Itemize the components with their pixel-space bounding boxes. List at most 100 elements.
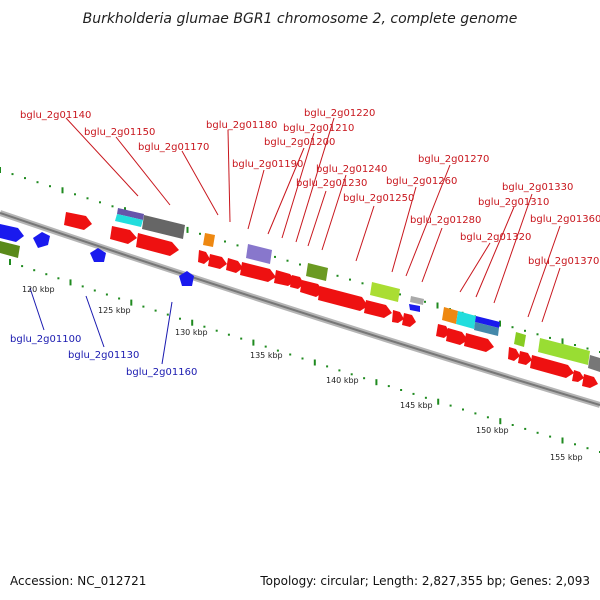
block-purple-1 — [117, 208, 144, 220]
gene-bglu-2g01280-rev — [409, 304, 420, 312]
block-lime-2 — [514, 332, 526, 347]
scale-label-120kbp: 120 kbp — [22, 285, 55, 294]
block-lavender-1 — [246, 244, 272, 264]
gene-reverse-small-1 — [33, 232, 50, 248]
major-tick — [436, 302, 439, 309]
major-tick — [561, 437, 564, 444]
scale-label-140kbp: 140 kbp — [326, 376, 359, 385]
minor-tick — [326, 365, 329, 368]
block-orange-1 — [203, 233, 215, 247]
minor-tick — [142, 305, 145, 308]
minor-tick — [524, 427, 527, 430]
accession-text: Accession: NC_012721 — [10, 574, 147, 588]
minor-tick — [536, 333, 539, 336]
gene-bglu-2g01320 — [464, 333, 494, 352]
minor-tick — [549, 336, 551, 339]
minor-tick — [363, 377, 366, 380]
minor-tick — [81, 285, 84, 288]
label-bglu-2g01140: bglu_2g01140 — [20, 110, 91, 121]
map-title: Burkholderia glumae BGR1 chromosome 2, c… — [83, 11, 518, 27]
minor-tick — [586, 447, 589, 450]
gene-bglu-2g01160 — [179, 271, 194, 286]
major-tick — [375, 379, 378, 386]
gene-bglu-2g01200 — [240, 262, 276, 282]
minor-tick — [387, 385, 390, 388]
label-bglu-2g01240: bglu_2g01240 — [316, 164, 387, 175]
label-bglu-2g01330: bglu_2g01330 — [502, 182, 573, 193]
reverse-label-leaders — [29, 287, 173, 365]
scale-label-125kbp: 125 kbp — [98, 306, 131, 315]
label-bglu-2g01210: bglu_2g01210 — [283, 123, 354, 134]
gene-bglu-2g01180 — [198, 250, 210, 264]
minor-tick — [215, 329, 218, 332]
gene-bglu-2g01230 — [300, 280, 324, 297]
minor-tick — [154, 309, 157, 312]
gene-bglu-2g01190 — [226, 258, 243, 273]
label-bglu-2g01130: bglu_2g01130 — [68, 350, 139, 361]
minor-tick — [199, 232, 201, 235]
feature-blocks — [115, 208, 600, 372]
label-bglu-2g01260: bglu_2g01260 — [386, 176, 457, 187]
major-tick — [561, 338, 564, 345]
minor-tick — [21, 265, 24, 268]
label-bglu-2g01150: bglu_2g01150 — [84, 127, 155, 138]
minor-tick — [400, 389, 403, 391]
gene-bglu-2g01150 — [110, 226, 137, 244]
minor-tick — [338, 369, 341, 372]
gene-bglu-2g01100 — [0, 224, 24, 242]
minor-tick — [299, 263, 301, 266]
minor-tick — [36, 181, 39, 184]
minor-tick — [86, 197, 89, 200]
label-bglu-2g01180: bglu_2g01180 — [206, 120, 277, 131]
scale-label-155kbp: 155 kbp — [550, 453, 583, 462]
minor-tick — [511, 326, 514, 329]
minor-tick — [336, 274, 339, 277]
minor-tick — [486, 416, 489, 419]
minor-tick — [166, 313, 169, 316]
minor-tick — [349, 278, 351, 281]
minor-tick — [236, 244, 239, 247]
minor-tick — [74, 193, 76, 196]
minor-tick — [524, 329, 526, 332]
minor-tick — [424, 300, 426, 303]
minor-tick — [574, 344, 576, 346]
gene-bglu-2g01270 — [402, 313, 416, 327]
gene-green-left — [0, 241, 20, 258]
minor-tick — [276, 349, 279, 352]
major-tick — [186, 226, 189, 233]
label-bglu-2g01370: bglu_2g01370 — [528, 256, 599, 267]
scale-labels: 120 kbp 125 kbp 130 kbp 135 kbp 140 kbp … — [22, 285, 583, 462]
minor-tick — [301, 357, 304, 360]
chromosome-backbone-edge — [0, 212, 600, 406]
block-teal-2 — [474, 322, 499, 336]
major-tick — [0, 167, 1, 173]
major-tick — [499, 418, 502, 425]
gene-bglu-2g01130 — [90, 248, 106, 262]
genome-summary-text: Topology: circular; Length: 2,827,355 bp… — [260, 574, 590, 588]
gene-bglu-2g01140 — [64, 212, 92, 230]
reverse-labels: bglu_2g01100 bglu_2g01130 bglu_2g01160 — [10, 334, 197, 378]
label-bglu-2g01100: bglu_2g01100 — [10, 334, 81, 345]
minor-tick — [264, 345, 267, 348]
block-gray-1 — [142, 215, 185, 239]
forward-label-leaders — [65, 117, 561, 323]
minor-tick — [99, 201, 101, 204]
block-silver-1 — [410, 296, 424, 305]
major-tick — [499, 320, 501, 327]
minor-tick — [511, 424, 514, 426]
label-bglu-2g01190: bglu_2g01190 — [232, 159, 303, 170]
gene-bglu-2g01360 — [518, 351, 532, 365]
minor-tick — [105, 293, 108, 296]
forward-strand-genes — [64, 212, 598, 388]
block-blue-2 — [475, 316, 500, 328]
minor-tick — [586, 347, 589, 350]
minor-tick — [203, 325, 206, 328]
label-bglu-2g01160: bglu_2g01160 — [126, 367, 197, 378]
gene-bglu-2g01220 — [290, 275, 304, 289]
major-tick — [437, 398, 440, 405]
minor-tick — [24, 177, 26, 180]
minor-tick — [224, 240, 226, 243]
minor-tick — [45, 273, 48, 276]
minor-tick — [412, 392, 415, 395]
